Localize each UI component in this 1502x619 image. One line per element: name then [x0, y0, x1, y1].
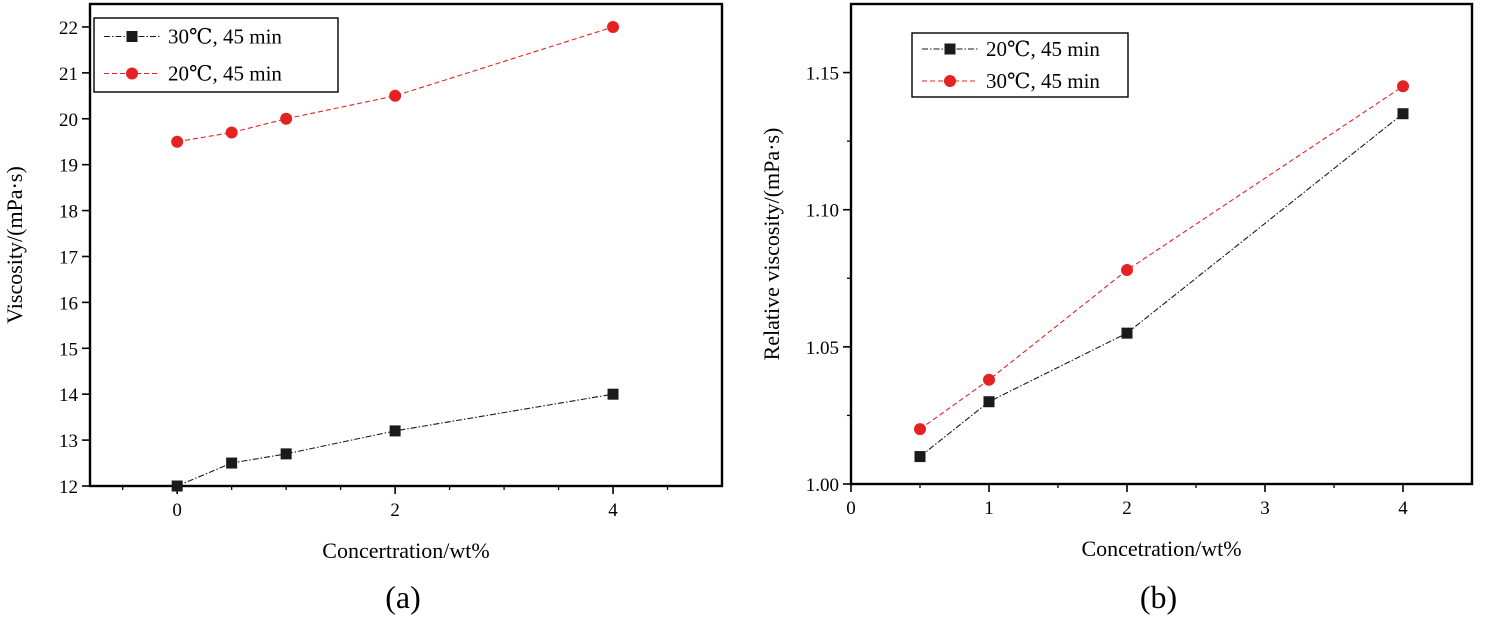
plot-frame	[88, 2, 724, 488]
legend-label: 30℃, 45 min	[168, 25, 282, 49]
series-line-2	[177, 26, 614, 143]
data-point	[1397, 108, 1409, 120]
data-point	[1121, 327, 1133, 339]
x-tick-label: 4	[608, 500, 618, 521]
y-tick-label: 15	[59, 339, 78, 360]
panel-a: 0 2 4 12 13 14 15 16 17 18 19 20 21 22 Concertration/w…	[2, 2, 724, 615]
data-point	[226, 457, 238, 469]
series-line-1	[176, 393, 614, 487]
legend-marker	[944, 75, 956, 87]
data-point	[983, 396, 995, 408]
y-axis-label: Viscosity/(mPa·s)	[2, 166, 27, 324]
data-point	[225, 126, 238, 139]
y-tick-label: 1.15	[806, 64, 839, 85]
data-point	[389, 425, 401, 437]
data-point	[1121, 264, 1133, 277]
panel-label: (b)	[1140, 579, 1177, 615]
data-point	[171, 135, 184, 148]
data-point	[171, 480, 183, 492]
legend-box	[93, 17, 339, 93]
y-tick-label: 16	[59, 293, 78, 314]
y-tick-label: 13	[59, 431, 78, 452]
y-tick-label: 17	[59, 247, 78, 268]
legend-label: 20℃, 45 min	[168, 62, 282, 86]
y-tick-label: 21	[59, 64, 78, 85]
x-tick-label: 0	[172, 500, 182, 521]
y-tick-label: 20	[59, 110, 78, 131]
data-point	[280, 448, 292, 460]
data-point	[280, 112, 293, 125]
data-point	[607, 388, 619, 400]
legend-marker	[944, 43, 956, 55]
series-line-2	[919, 85, 1404, 430]
x-tick-label: 3	[1260, 498, 1270, 519]
y-tick-label: 1.05	[806, 338, 839, 359]
y-tick-label: 14	[59, 385, 79, 406]
series-line-1	[919, 113, 1404, 458]
data-point	[983, 373, 995, 386]
x-tick-label: 4	[1398, 498, 1408, 519]
x-tick-label: 2	[390, 500, 400, 521]
legend-label: 20℃, 45 min	[986, 37, 1100, 61]
y-tick-label: 18	[59, 202, 78, 223]
x-axis-label: Concetration/wt%	[1081, 536, 1241, 561]
legend-marker	[126, 31, 138, 42]
data-point	[607, 20, 620, 33]
x-tick-label: 2	[1122, 498, 1132, 519]
panel-b: 0 1 2 3 4 1.00 1.05 1.10 1.15 Concetration/wt% Rel…	[759, 2, 1474, 615]
data-point	[914, 423, 926, 436]
x-tick-label: 1	[984, 498, 994, 519]
y-tick-label: 19	[59, 156, 78, 177]
y-tick-label: 22	[59, 18, 78, 39]
data-point	[1397, 80, 1409, 93]
x-axis-label: Concertration/wt%	[322, 538, 489, 563]
data-point	[914, 451, 926, 463]
data-point	[389, 89, 402, 102]
y-tick-label: 1.00	[806, 475, 839, 496]
x-tick-label: 0	[846, 498, 856, 519]
panel-label: (a)	[385, 579, 421, 615]
legend-label: 30℃, 45 min	[986, 69, 1100, 93]
plot-frame	[849, 2, 1474, 486]
y-axis-label: Relative viscosity/(mPa·s)	[759, 128, 784, 361]
y-tick-label: 12	[59, 477, 78, 498]
y-tick-label: 1.10	[806, 201, 839, 222]
legend-marker	[126, 67, 138, 80]
